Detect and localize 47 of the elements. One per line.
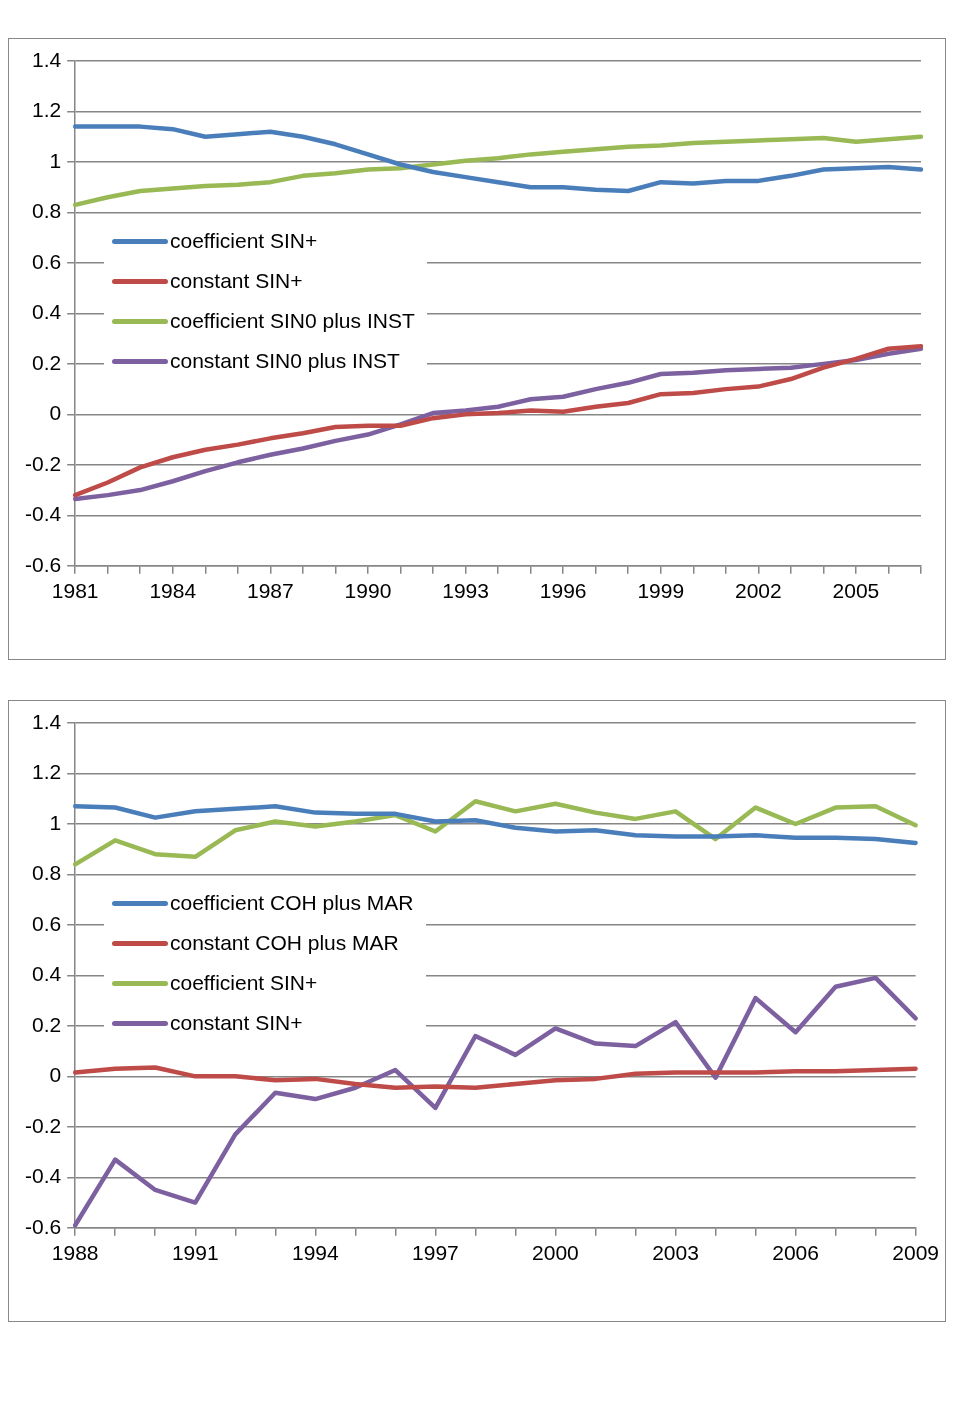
y-tick-label: -0.6 <box>25 1214 62 1238</box>
legend-label: coefficient SIN0 plus INST <box>170 309 415 333</box>
y-tick-label: 1.2 <box>31 760 62 784</box>
x-tick-label: 2005 <box>832 579 880 603</box>
y-tick-label: 0.8 <box>31 861 62 885</box>
y-tick-label: 0.2 <box>31 1012 62 1036</box>
y-tick-label: 1.2 <box>31 98 62 122</box>
x-tick-label: 1996 <box>539 579 587 603</box>
x-tick-label: 1987 <box>247 579 294 603</box>
y-tick-label: 0 <box>49 1063 62 1087</box>
y-tick-label: 0.2 <box>31 350 62 374</box>
x-tick-label: 2000 <box>532 1241 579 1265</box>
x-tick-label: 2006 <box>772 1241 819 1265</box>
y-tick-label: 1.4 <box>31 47 62 71</box>
y-tick-label: -0.4 <box>25 502 62 526</box>
y-tick-label: 0.6 <box>31 911 62 935</box>
x-tick-label: 2002 <box>734 579 782 603</box>
x-tick-label: 1997 <box>412 1241 459 1265</box>
y-tick-label: -0.6 <box>25 552 62 576</box>
x-tick-label: 1988 <box>51 1241 99 1265</box>
x-tick-label: 1984 <box>149 579 197 603</box>
x-tick-label: 1999 <box>637 579 685 603</box>
x-tick-label: 2009 <box>892 1241 939 1265</box>
x-tick-label: 1981 <box>51 579 99 603</box>
legend-label: constant SIN+ <box>170 269 303 293</box>
y-tick-label: 0 <box>49 401 62 425</box>
y-tick-label: -0.2 <box>25 451 62 475</box>
legend-label: constant COH plus MAR <box>170 931 399 955</box>
y-tick-label: 0.4 <box>31 962 62 986</box>
y-tick-label: 1 <box>49 810 62 834</box>
x-tick-label: 1991 <box>171 1241 219 1265</box>
legend-label: coefficient SIN+ <box>170 971 318 995</box>
legend-label: constant SIN+ <box>170 1011 303 1035</box>
y-tick-label: 1 <box>49 148 62 172</box>
y-tick-label: 0.6 <box>31 249 62 273</box>
legend-label: coefficient SIN+ <box>170 229 318 253</box>
y-tick-label: -0.4 <box>25 1164 62 1188</box>
x-tick-label: 1990 <box>344 579 392 603</box>
x-tick-label: 2003 <box>652 1241 699 1265</box>
y-tick-label: -0.2 <box>25 1113 62 1137</box>
y-tick-label: 0.8 <box>31 199 62 223</box>
legend-label: coefficient COH plus MAR <box>170 891 414 915</box>
x-tick-label: 1994 <box>291 1241 339 1265</box>
y-tick-label: 1.4 <box>31 709 62 733</box>
legend-label: constant SIN0 plus INST <box>170 349 400 373</box>
x-tick-label: 1993 <box>442 579 489 603</box>
y-tick-label: 0.4 <box>31 300 62 324</box>
